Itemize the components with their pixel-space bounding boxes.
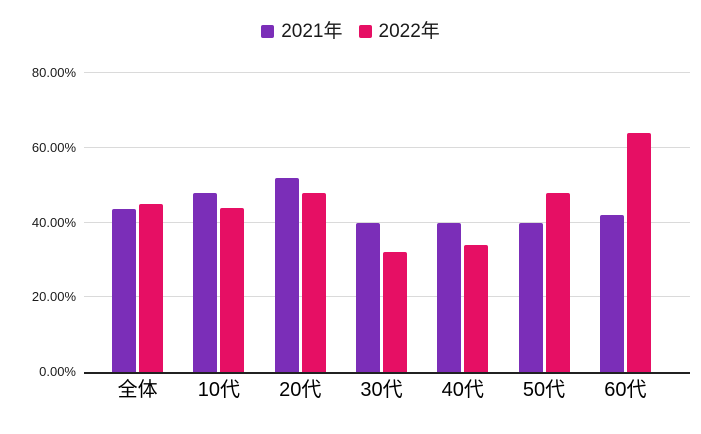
legend-swatch-icon [261,25,275,38]
legend-label: 2021年 [281,21,343,42]
y-tick-label: 80.00% [31,65,76,80]
gridline-80 [84,72,690,73]
legend-label: 2022年 [378,21,440,42]
x-tick-label: 50代 [522,379,566,401]
x-tick-label: 10代 [197,379,241,401]
bar-2022年-40代 [464,244,489,372]
category-group-20代 [260,73,341,372]
y-tick-label: 0.00% [39,364,76,379]
bar-2021年-50代 [518,222,543,372]
gridline-40 [84,221,690,223]
x-tick-label: 40代 [441,379,484,401]
bar-2021年-60代 [599,215,624,372]
y-tick-label: 40.00% [31,214,76,230]
y-tick-label: 20.00% [31,289,76,305]
category-group-50代 [503,73,584,372]
category-group-全体 [97,73,178,372]
bar-2022年-60代 [626,132,651,372]
bar-2021年-40代 [437,222,462,372]
legend: 2021年 2022年 [0,22,701,41]
bar-2022年-10代 [220,207,245,372]
bar-2021年-10代 [193,192,218,372]
bar-2021年-全体 [112,209,137,372]
bar-2021年-30代 [355,222,380,372]
category-group-10代 [178,73,259,372]
category-group-40代 [422,73,503,372]
x-tick-label: 全体 [117,379,158,401]
plot-area [84,72,690,374]
x-tick-label: 20代 [279,379,322,401]
x-axis-labels: 全体 10代 20代 30代 40代 50代 60代 [97,378,666,402]
bar-2021年-20代 [274,177,299,372]
legend-item-2022年: 2022年 [358,21,440,42]
x-tick-label: 30代 [360,379,403,401]
x-tick-label: 60代 [604,379,647,401]
bar-2022年-30代 [382,252,407,372]
legend-swatch-icon [358,25,372,38]
bar-2022年-50代 [545,192,570,372]
bar-2022年-全体 [139,204,164,372]
category-group-60代 [585,73,666,372]
gridline-60 [84,146,690,148]
bars-row [97,73,666,372]
y-tick-label: 60.00% [31,139,76,155]
bar-2022年-20代 [301,192,326,372]
category-group-30代 [341,73,422,372]
legend-item-2021年: 2021年 [261,21,343,42]
